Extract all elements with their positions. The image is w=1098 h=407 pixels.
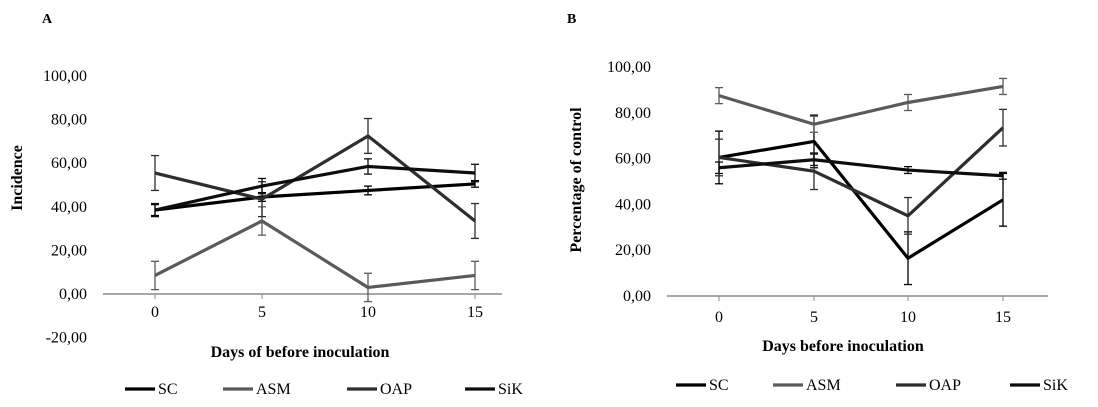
panel-b-y-tick-label: 40,00 xyxy=(615,196,651,213)
panel-a-legend-sc-label: SC xyxy=(158,381,178,398)
panel-b-x-tick-label: 10 xyxy=(900,309,916,326)
panel-b-x-tick-label: 5 xyxy=(810,309,818,326)
panel-a-y-tick-label: 0,00 xyxy=(59,286,87,303)
panel-a-plot: -20,00 0,00 20,00 40,00 60,00 80,00 100,00 0 5 10… xyxy=(43,68,502,347)
panel-a-x-tick-label: 5 xyxy=(258,304,266,321)
panel-a-y-tick-label: -20,00 xyxy=(46,330,87,347)
panel-b-y-tick-label: 100,00 xyxy=(607,59,651,76)
panel-b-x-tick-label: 15 xyxy=(995,309,1011,326)
panel-b-y-tick-label: 60,00 xyxy=(615,151,651,168)
panel-a-y-tick-label: 80,00 xyxy=(51,112,87,129)
panel-b-legend: SC ASM OAP SiK xyxy=(676,377,1068,394)
panel-b-legend-asm-label: ASM xyxy=(806,377,841,394)
panel-a-series-sc-line xyxy=(154,182,476,212)
panel-b-letter: B xyxy=(567,12,576,27)
panel-a-series-sik-line xyxy=(154,164,476,212)
panel-b-legend-sik-label: SiK xyxy=(1043,377,1068,394)
panel-a-letter: A xyxy=(42,12,53,27)
panel-a-y-tick-label: 100,00 xyxy=(43,68,87,85)
panel-a-y-axis-title: Incidence xyxy=(9,145,26,211)
panel-a-legend-sik-label: SiK xyxy=(498,381,523,398)
panel-a-y-tick-label: 60,00 xyxy=(51,155,87,172)
panel-a-y-tick-label: 20,00 xyxy=(51,242,87,259)
panel-b-y-axis-title: Percentage of control xyxy=(568,107,585,253)
panel-b-legend-sc-label: SC xyxy=(709,377,729,394)
panel-b-series-asm-line xyxy=(718,84,1004,126)
panel-a-legend-asm-label: ASM xyxy=(256,381,291,398)
panel-a-x-tick-label: 15 xyxy=(467,304,483,321)
panel-b-series-sc-line xyxy=(718,139,1004,260)
panel-b-y-tick-label: 80,00 xyxy=(615,105,651,122)
panel-b-legend-oap-label: OAP xyxy=(929,377,961,394)
panel-a-series-oap-line xyxy=(154,134,476,223)
panel-b-x-tick-label: 0 xyxy=(715,309,723,326)
panel-a-legend: SC ASM OAP SiK xyxy=(125,381,523,398)
panel-b-y-tick-label: 0,00 xyxy=(623,288,651,305)
panel-b-y-tick-label: 20,00 xyxy=(615,242,651,259)
panel-a-x-tick-label: 10 xyxy=(360,304,376,321)
panel-a-series-asm-line xyxy=(154,219,476,290)
panel-b-plot: 0,00 20,00 40,00 60,00 80,00 100,00 0 5 10 15 xyxy=(607,59,1048,326)
panel-a-y-tick-label: 40,00 xyxy=(51,199,87,216)
panel-a-legend-oap-label: OAP xyxy=(380,381,412,398)
panel-a-x-axis-title: Days of before inoculation xyxy=(211,344,390,361)
panel-b-series-sik-line xyxy=(718,158,1004,178)
panel-b-x-axis-title: Days before inoculation xyxy=(762,338,924,355)
panel-a-x-tick-label: 0 xyxy=(151,304,159,321)
